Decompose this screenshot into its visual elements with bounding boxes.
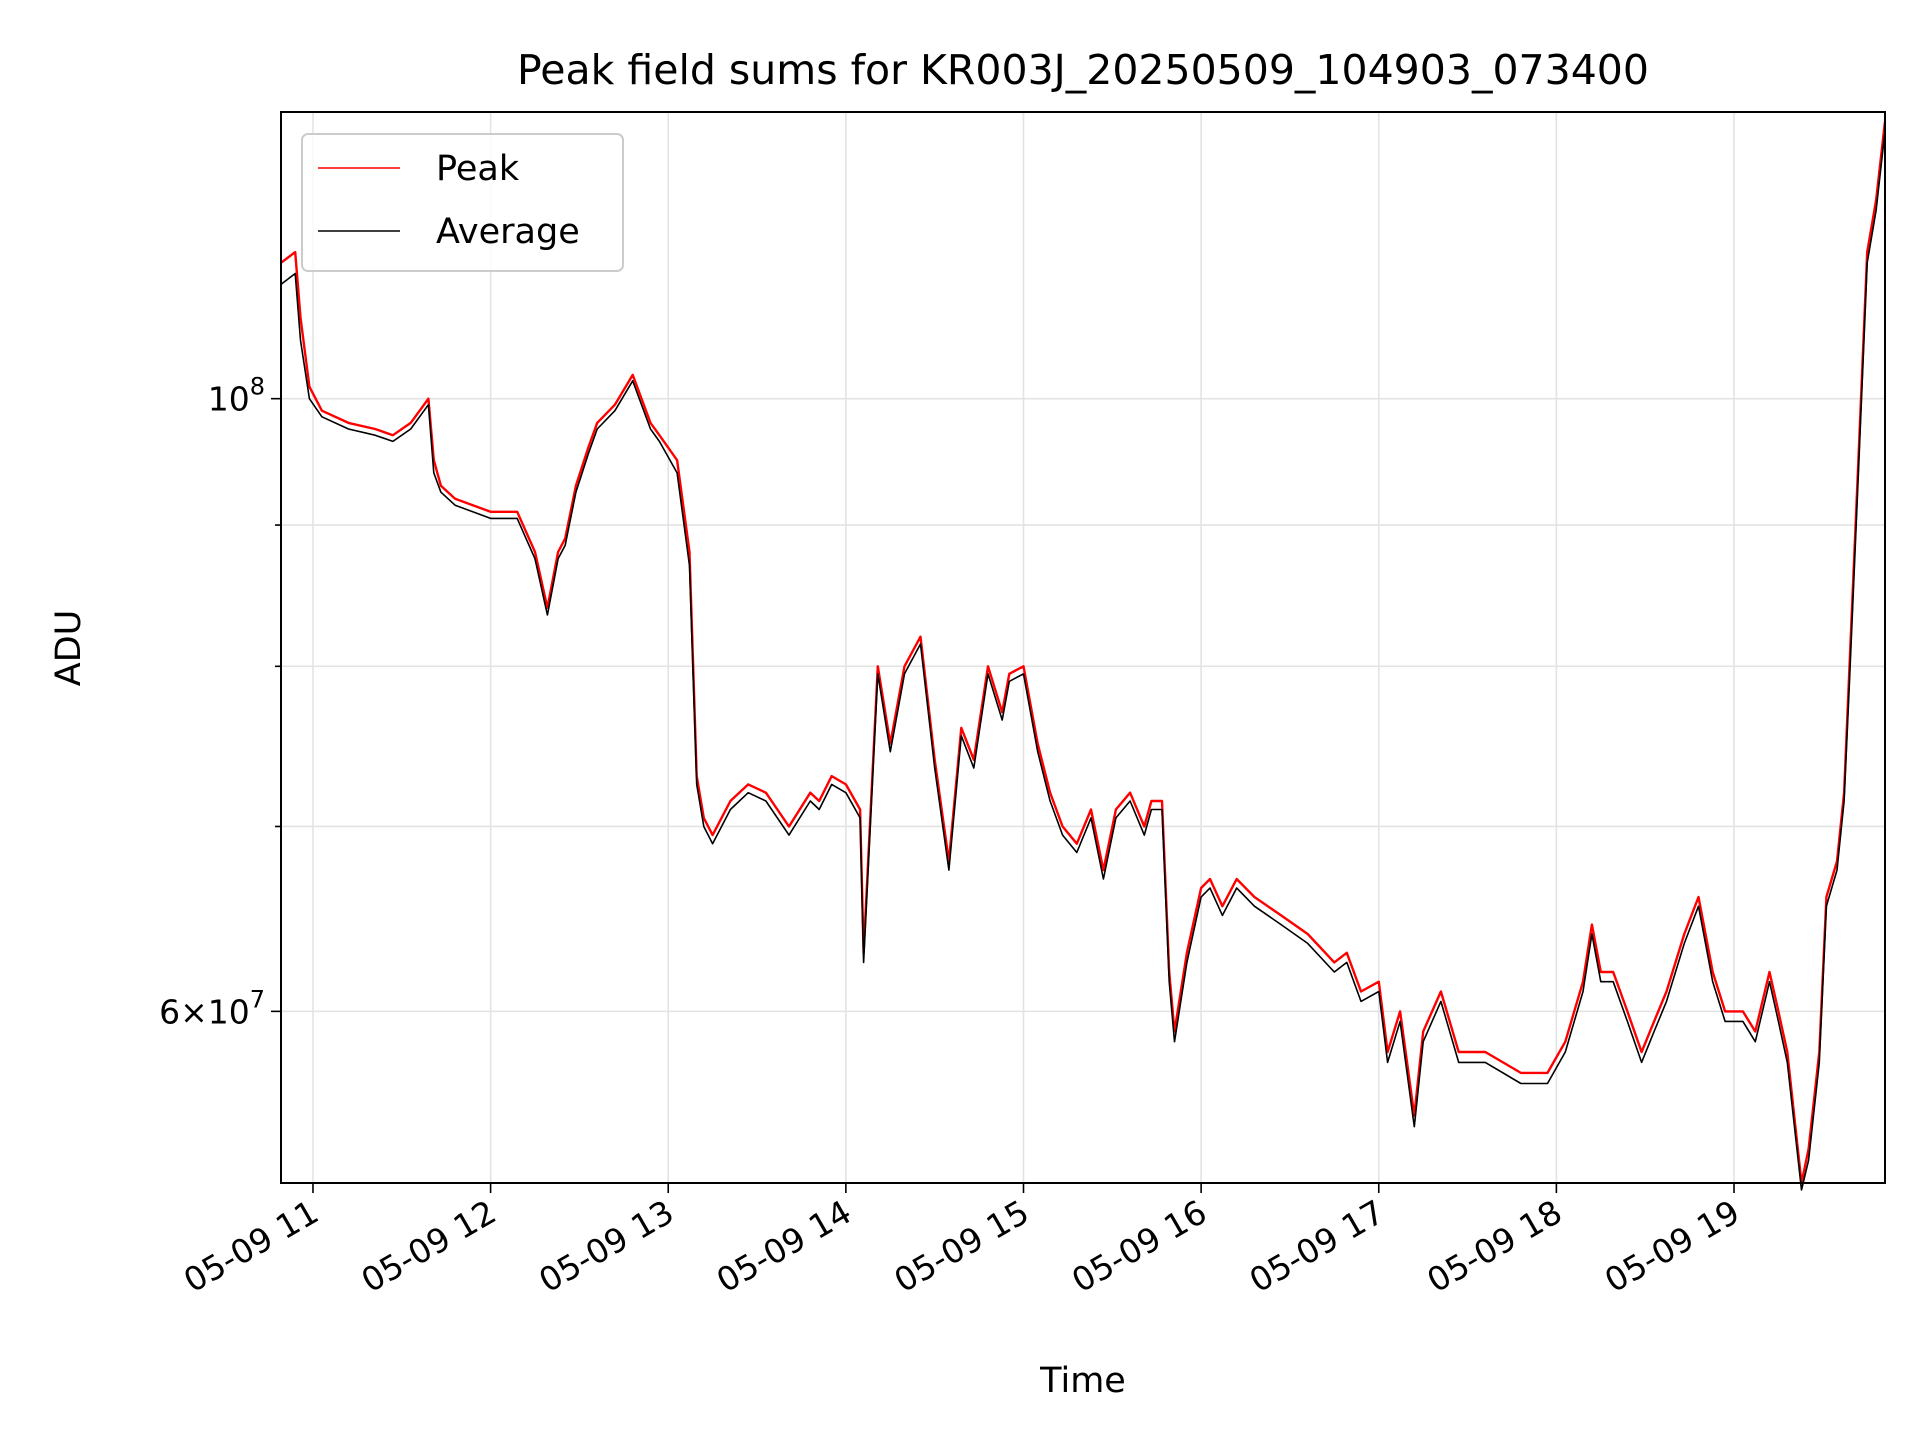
x-tick-label: 05-09 18 bbox=[1420, 1192, 1568, 1300]
series-layer bbox=[280, 121, 1887, 1191]
plot-frame bbox=[280, 111, 1886, 1184]
y-axis-label: ADU bbox=[49, 610, 89, 687]
x-tick-label: 05-09 11 bbox=[177, 1192, 325, 1300]
y-axis: 108 6×107 bbox=[159, 373, 281, 1031]
y-tick-label: 6×107 bbox=[159, 985, 265, 1031]
series-line-average bbox=[280, 130, 1886, 1191]
legend-label-average: Average bbox=[436, 212, 580, 252]
x-tick-label: 05-09 13 bbox=[532, 1192, 680, 1300]
y-tick-label-base: 10 bbox=[208, 380, 250, 419]
y-tick-label-exponent: 8 bbox=[250, 373, 265, 401]
legend-label-peak: Peak bbox=[436, 149, 520, 189]
x-tick-label: 05-09 14 bbox=[710, 1192, 858, 1300]
x-tick-label: 05-09 16 bbox=[1065, 1192, 1213, 1300]
x-tick-label: 05-09 19 bbox=[1598, 1192, 1746, 1300]
y-tick-label: 108 bbox=[208, 373, 265, 419]
x-tick-label: 05-09 17 bbox=[1243, 1192, 1391, 1300]
y-tick-label-base: 6×10 bbox=[159, 992, 250, 1031]
legend: Peak Average bbox=[301, 133, 624, 272]
grid bbox=[281, 112, 1885, 1183]
x-tick-label: 05-09 12 bbox=[355, 1192, 503, 1300]
chart-title: Peak field sums for KR003J_20250509_1049… bbox=[517, 46, 1649, 94]
y-tick-label-exponent: 7 bbox=[250, 985, 265, 1013]
x-axis-label: Time bbox=[1039, 1361, 1126, 1401]
series-line-peak bbox=[280, 121, 1887, 1185]
x-axis: 05-09 11 05-09 12 05-09 13 05-09 14 05-09 15… bbox=[177, 1183, 1746, 1300]
x-tick-label: 05-09 15 bbox=[887, 1192, 1035, 1300]
